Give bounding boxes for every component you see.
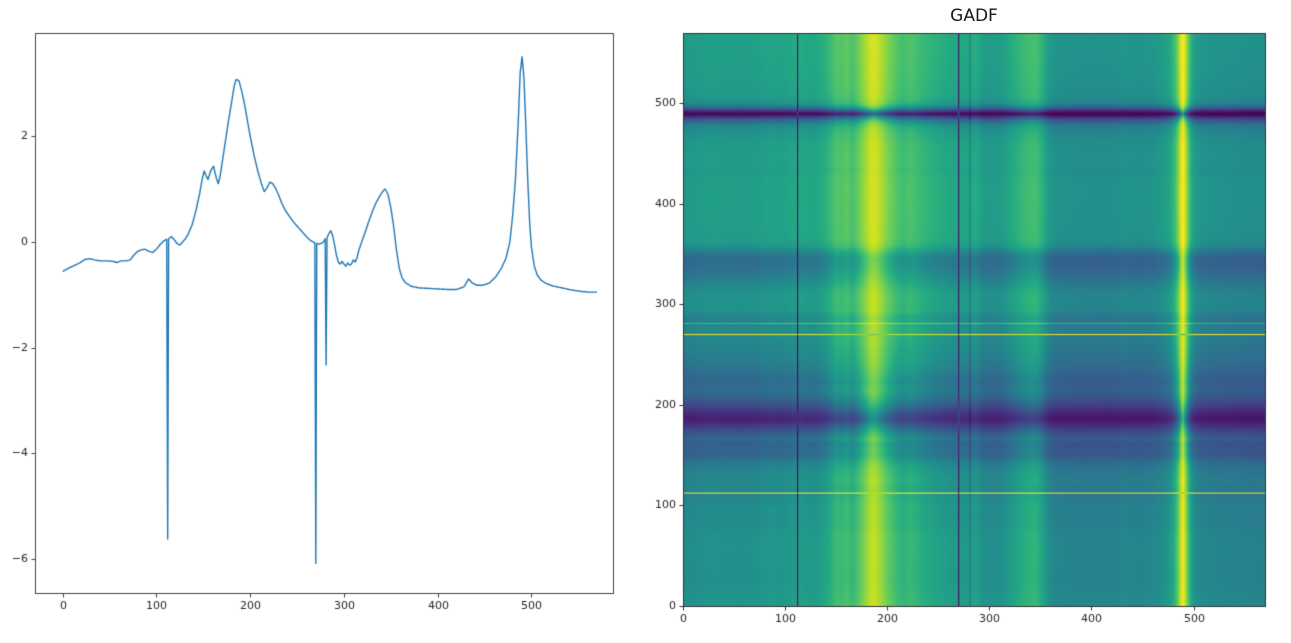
line-chart-canvas xyxy=(0,0,645,643)
heatmap-title: GADF xyxy=(950,6,998,26)
gadf-heatmap-canvas xyxy=(645,0,1291,643)
